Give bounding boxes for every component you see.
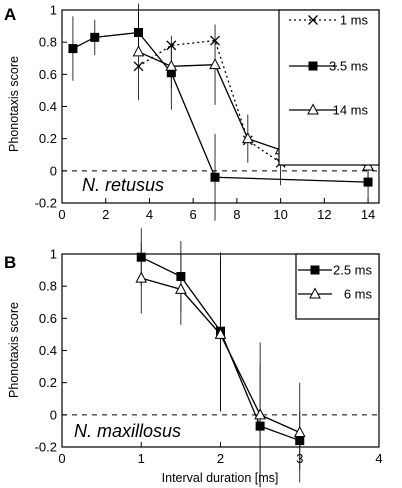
panel-a-y-tick-label: -0.2 [35,196,57,211]
panel-a-letter: A [4,5,16,24]
panel-b-y-ticks: -0.2 0 0.2 0.4 0.6 0.8 1 [35,247,67,455]
panel-a-x-tick-label: 14 [361,207,375,222]
panel-b-legend-entry-marker [310,265,320,275]
panel-b-x-tick-label: 1 [138,451,145,466]
panel-a-x-tick-label: 6 [190,207,197,222]
panel-b-series-6-ms [135,242,306,488]
panel-a-x-tick-label: 2 [102,207,109,222]
panel-a-species-label: N. retusus [82,175,164,195]
panel-a-x-tick-label: 10 [273,207,287,222]
panel-b-series-6-ms-point [293,425,306,438]
panel-b-series-6-ms-point [214,327,227,339]
panel-b-series-6-ms-point [175,282,187,294]
panel-a-series-14-ms-point [241,132,254,144]
panel-a-x-tick-label: 8 [233,207,240,222]
panel-a-series-3-5-ms-point [363,177,373,187]
panel-b-y-tick-label: 0.2 [39,375,57,390]
panel-a-x-ticks: 0 2 4 6 8 10 12 14 [58,198,375,222]
panel-b-species-label: N. maxillosus [74,421,181,441]
panel-a-y-tick-label: 0 [50,163,57,178]
panel-a-y-tick-label: 0.6 [39,67,57,82]
panel-b-y-tick-label: 0.6 [39,311,57,326]
panel-a-y-tick-label: 0.8 [39,35,57,50]
panel-a-series-3-5-ms-point [68,44,78,54]
panel-a-series-3-5-ms-point [210,172,220,182]
panel-b-x-tick-label: 2 [217,451,224,466]
panel-b-series-6-ms-point [254,408,266,420]
panel-b-y-tick-label: 0 [50,407,57,422]
panel-a-x-tick-label: 0 [58,207,65,222]
panel-b-letter: B [4,253,16,272]
panel-a-legend-entry-marker [308,61,318,71]
panel-b-series [135,228,306,488]
panel-b-x-axis-label: Interval duration [ms] [162,471,279,485]
panel-b-y-tick-label: 0.4 [39,343,57,358]
panel-a-legend-entry-marker [308,15,318,25]
panel-a-legend-box [278,9,380,166]
panel-a-legend: 1 ms 3.5 ms 14 ms [278,9,380,166]
panel-b-y-tick-label: 0.8 [39,279,57,294]
panel-b-x-tick-label: 4 [375,451,382,466]
panel-b-series-6-ms-point [135,271,148,283]
panel-a-y-tick-label: 1 [50,3,57,18]
panel-a-x-tick-label: 12 [317,207,331,222]
panel-b-y-tick-label: -0.2 [35,440,57,455]
panel-a-series-14-ms-point [165,59,178,71]
panel-b-legend: 2.5 ms 6 ms [295,253,380,320]
panel-a-y-tick-label: 0.2 [39,131,57,146]
panel-b-legend-entry-label: 2.5 ms [333,263,373,278]
panel-a-series-14-ms-point [209,58,221,70]
panel-b-y-axis-label: Phonotaxis score [7,302,21,398]
panel-a-legend-entry-label: 1 ms [340,13,369,28]
panel-b-y-tick-label: 1 [50,247,57,262]
panel-a-series-3-5-ms-point [90,32,100,42]
panel-a-legend-entry-label: 14 ms [333,103,369,118]
panel-b-x-tick-label: 0 [58,451,65,466]
panel-a-series-14-ms-point [132,45,145,57]
panel-b-legend-entry-label: 6 ms [344,287,373,302]
panel-a-y-tick-label: 0.4 [39,99,57,114]
panel-a-legend-entry-label: 3.5 ms [329,59,369,74]
panel-b-legend-entry-marker [309,287,321,299]
panel-a-x-tick-label: 4 [146,207,153,222]
panel-b-legend-box [295,253,380,320]
panel-a-y-ticks: -0.2 0 0.2 0.4 0.6 0.8 1 [35,3,67,211]
panel-a-y-axis-label: Phonotaxis score [7,56,21,152]
panel-a-legend-entry-marker [307,103,319,115]
